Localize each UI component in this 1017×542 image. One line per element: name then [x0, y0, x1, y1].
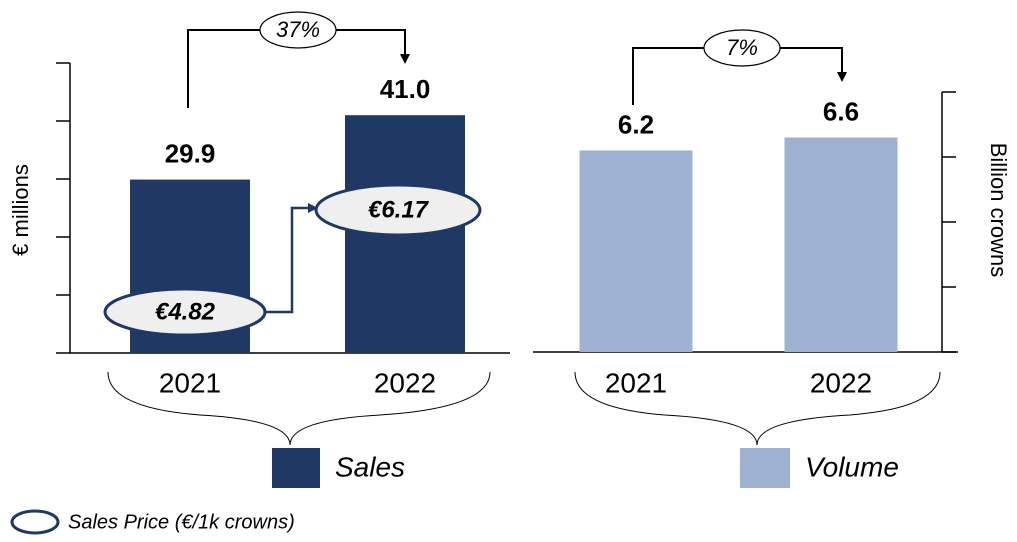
price-bubble: [314, 183, 482, 237]
bar: [784, 137, 898, 352]
price-bubble: [103, 287, 267, 337]
legend-label: Sales: [335, 451, 405, 482]
x-tick-label: 2022: [810, 367, 872, 398]
price-label: €4.82: [155, 298, 216, 325]
bar: [579, 150, 693, 352]
x-tick-label: 2021: [159, 367, 221, 398]
legend-swatch: [740, 448, 790, 488]
x-tick-label: 2021: [605, 367, 667, 398]
data-label: 41.0: [380, 74, 431, 104]
legend-label: Sales Price (€/1k crowns): [68, 511, 295, 533]
y-axis-label: € millions: [8, 164, 33, 256]
data-label: 6.6: [823, 96, 859, 126]
growth-label: 7%: [726, 35, 758, 60]
data-label: 6.2: [618, 109, 654, 139]
legend-label: Volume: [805, 451, 899, 482]
price-arrow: [265, 203, 318, 314]
growth-label: 37%: [276, 17, 320, 42]
legend-swatch: [272, 448, 320, 488]
growth-bubble: [259, 11, 337, 49]
brace: [574, 371, 941, 446]
x-tick-label: 2022: [374, 367, 436, 398]
growth-bubble: [703, 29, 781, 67]
price-label: €6.17: [368, 196, 430, 223]
legend-swatch: [10, 509, 60, 535]
brace: [107, 371, 491, 446]
data-label: 29.9: [165, 138, 216, 168]
y-axis-label: Billion crowns: [986, 143, 1011, 278]
